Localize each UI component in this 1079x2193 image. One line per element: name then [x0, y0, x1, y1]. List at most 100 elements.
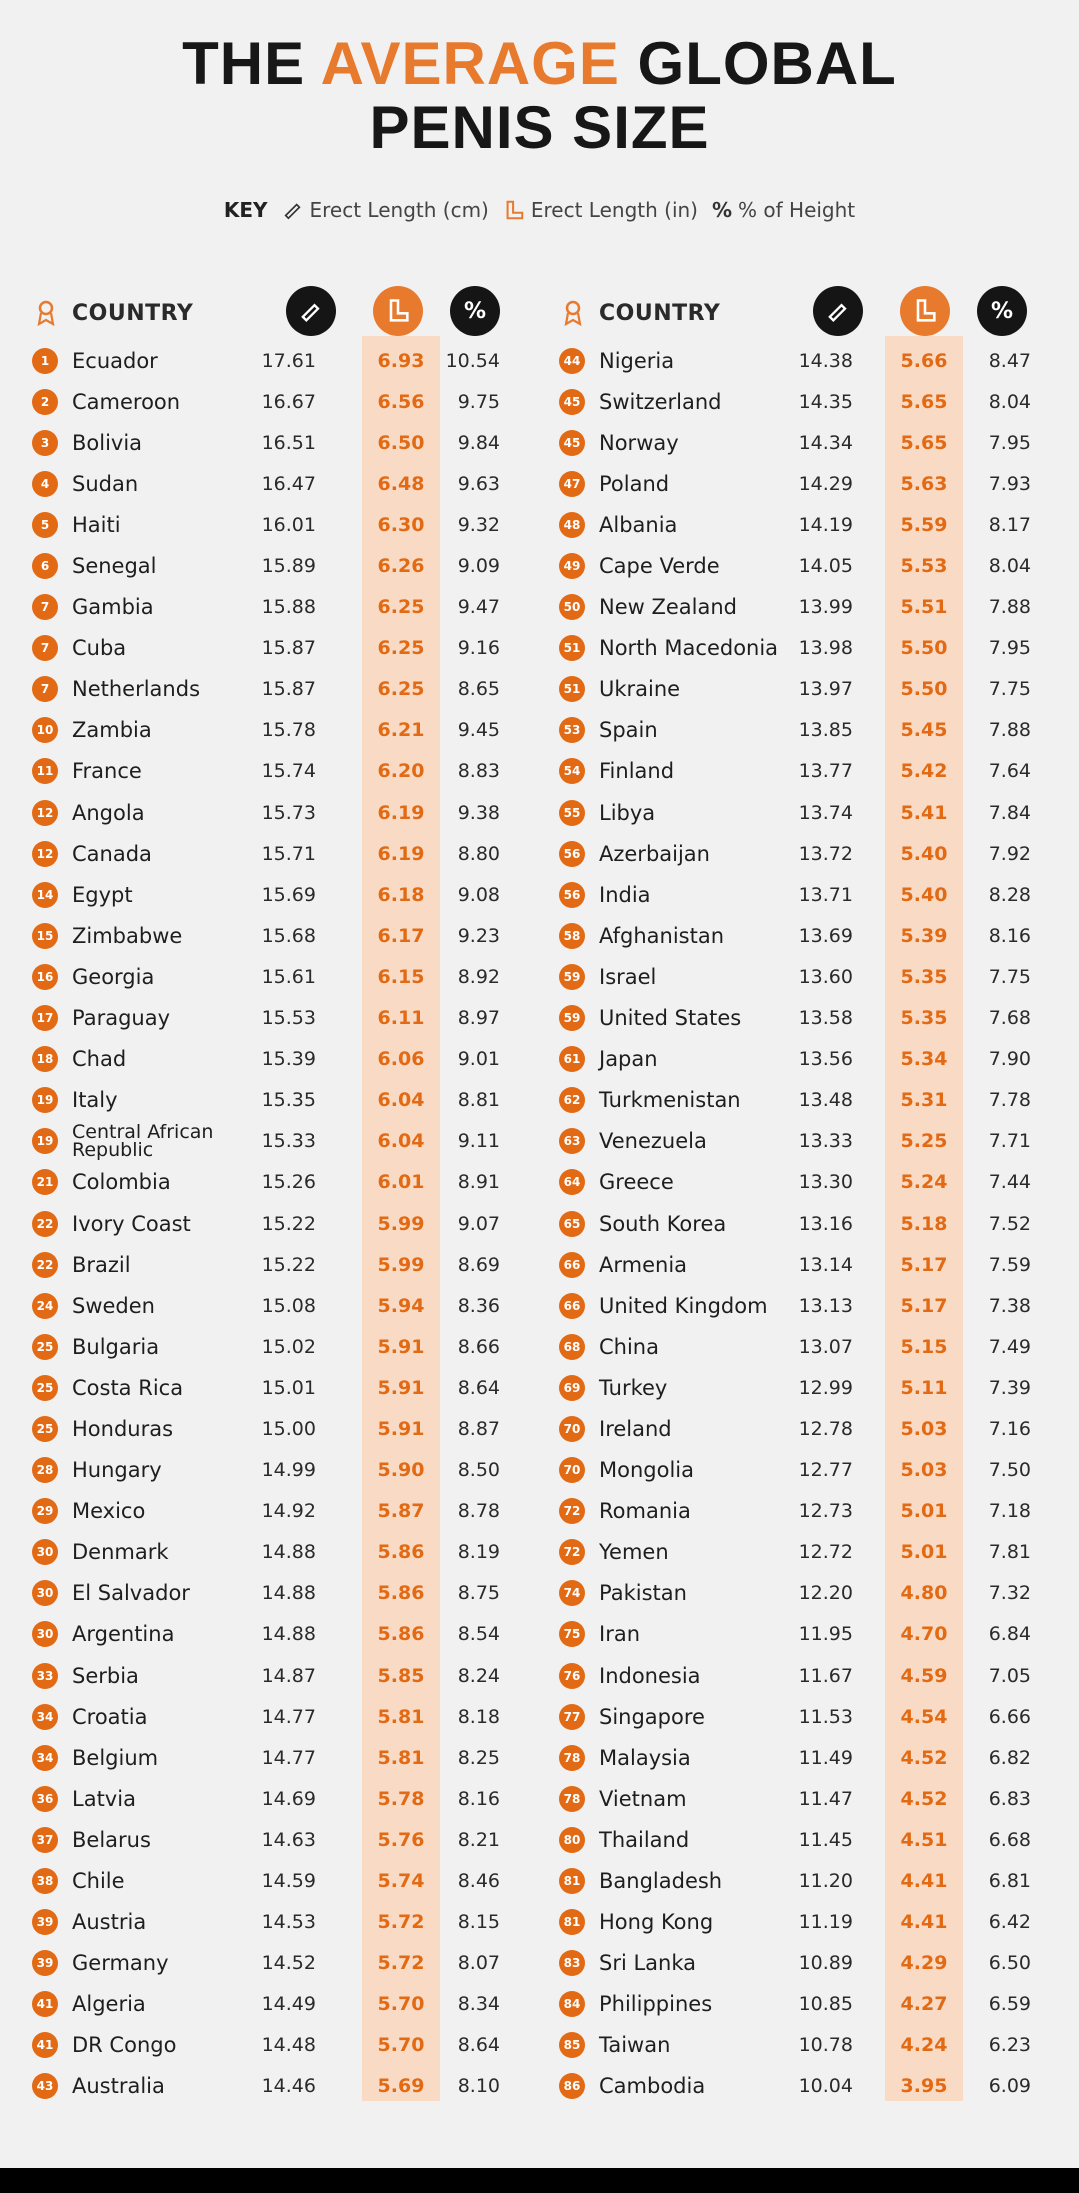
value-cm: 12.77 — [798, 1459, 853, 1482]
value-in: 6.01 — [377, 1171, 425, 1194]
value-in: 5.65 — [900, 431, 948, 454]
key-label: KEY — [223, 198, 268, 222]
value-cm: 14.35 — [798, 390, 853, 413]
country-name: Egypt — [72, 882, 133, 907]
key-item-pct: % % of Height — [712, 198, 855, 222]
value-in: 5.81 — [377, 1705, 425, 1728]
rank-badge: 7 — [32, 676, 58, 703]
value-cm: 14.77 — [261, 1746, 316, 1769]
value-in: 4.52 — [900, 1746, 948, 1769]
country-name: Chad — [72, 1047, 127, 1072]
value-pct: 8.21 — [457, 1828, 500, 1851]
table-row: 12 Angola 15.73 6.19 9.38 — [28, 792, 526, 833]
value-in: 5.86 — [377, 1582, 425, 1605]
country-name: DR Congo — [72, 2033, 177, 2058]
value-in: 5.41 — [900, 801, 948, 824]
value-pct: 7.71 — [988, 1130, 1031, 1153]
rank-badge: 25 — [32, 1415, 58, 1442]
rank-badge: 37 — [32, 1826, 58, 1853]
value-cm: 16.47 — [261, 472, 316, 495]
table-row: 76 Indonesia 11.67 4.59 7.05 — [555, 1655, 1053, 1696]
value-cm: 14.88 — [261, 1541, 316, 1564]
value-pct: 8.92 — [457, 965, 500, 988]
value-in: 6.25 — [377, 596, 425, 619]
rank-badge: 55 — [559, 799, 585, 826]
rank-badge: 70 — [559, 1457, 585, 1484]
value-in: 6.26 — [377, 555, 425, 578]
value-cm: 14.53 — [261, 1911, 316, 1934]
value-in: 4.59 — [900, 1664, 948, 1687]
value-pct: 8.64 — [457, 2034, 500, 2057]
value-in: 5.85 — [377, 1664, 425, 1687]
value-pct: 7.49 — [988, 1335, 1031, 1358]
table-row: 74 Pakistan 12.20 4.80 7.32 — [555, 1573, 1053, 1614]
key-in-text: Erect Length (in) — [530, 198, 698, 222]
value-cm: 13.48 — [798, 1089, 853, 1112]
value-in: 5.35 — [900, 965, 948, 988]
rank-badge: 50 — [559, 594, 585, 621]
rank-badge: 59 — [559, 963, 585, 990]
value-in: 5.01 — [900, 1541, 948, 1564]
rank-badge: 30 — [32, 1580, 58, 1607]
value-pct: 8.91 — [457, 1171, 500, 1194]
header-country: COUNTRY — [72, 301, 194, 326]
rank-badge: 80 — [559, 1826, 585, 1853]
value-in: 5.17 — [900, 1253, 948, 1276]
country-name: Indonesia — [599, 1663, 701, 1688]
value-in: 5.31 — [900, 1089, 948, 1112]
value-in: 5.34 — [900, 1048, 948, 1071]
rank-badge: 28 — [32, 1457, 58, 1484]
value-pct: 9.38 — [457, 801, 500, 824]
rank-badge: 77 — [559, 1703, 585, 1730]
value-pct: 7.50 — [988, 1459, 1031, 1482]
value-pct: 8.28 — [988, 883, 1031, 906]
value-in: 5.78 — [377, 1787, 425, 1810]
value-in: 5.17 — [900, 1294, 948, 1317]
table-row: 22 Ivory Coast 15.22 5.99 9.07 — [28, 1203, 526, 1244]
value-pct: 8.17 — [988, 513, 1031, 536]
country-name: Switzerland — [599, 389, 722, 414]
table-row: 56 India 13.71 5.40 8.28 — [555, 874, 1053, 915]
value-pct: 9.47 — [457, 596, 500, 619]
table-header: COUNTRY % — [28, 282, 526, 340]
value-cm: 13.69 — [798, 924, 853, 947]
country-name: Chile — [72, 1869, 125, 1894]
value-in: 4.29 — [900, 1952, 948, 1975]
country-name: Afghanistan — [599, 923, 725, 948]
value-cm: 11.49 — [798, 1746, 853, 1769]
value-pct: 8.18 — [457, 1705, 500, 1728]
value-cm: 12.72 — [798, 1541, 853, 1564]
value-cm: 15.33 — [261, 1130, 316, 1153]
value-in: 4.41 — [900, 1870, 948, 1893]
value-in: 4.80 — [900, 1582, 948, 1605]
value-in: 4.70 — [900, 1623, 948, 1646]
value-cm: 13.13 — [798, 1294, 853, 1317]
value-in: 5.70 — [377, 2034, 425, 2057]
value-in: 4.24 — [900, 2034, 948, 2057]
value-in: 5.90 — [377, 1459, 425, 1482]
value-pct: 8.50 — [457, 1459, 500, 1482]
rank-badge: 56 — [559, 881, 585, 908]
value-in: 5.15 — [900, 1335, 948, 1358]
country-name: Israel — [599, 964, 657, 989]
rank-badge: 76 — [559, 1662, 585, 1689]
country-name: India — [599, 882, 651, 907]
table-row: 19 Italy 15.35 6.04 8.81 — [28, 1080, 526, 1121]
value-in: 6.15 — [377, 965, 425, 988]
value-in: 5.72 — [377, 1952, 425, 1975]
table-row: 2 Cameroon 16.67 6.56 9.75 — [28, 381, 526, 422]
rank-badge: 48 — [559, 511, 585, 538]
country-name: Turkmenistan — [599, 1088, 741, 1113]
country-name: Gambia — [72, 595, 154, 620]
value-in: 6.20 — [377, 760, 425, 783]
value-pct: 8.46 — [457, 1870, 500, 1893]
value-in: 5.86 — [377, 1541, 425, 1564]
value-cm: 15.01 — [261, 1376, 316, 1399]
value-cm: 16.01 — [261, 513, 316, 536]
country-name: Germany — [72, 1951, 169, 1976]
value-in: 5.51 — [900, 596, 948, 619]
value-in: 6.11 — [377, 1007, 425, 1030]
table-row: 16 Georgia 15.61 6.15 8.92 — [28, 956, 526, 997]
country-name: Bolivia — [72, 430, 143, 455]
country-name: Central African Republic — [72, 1121, 214, 1162]
